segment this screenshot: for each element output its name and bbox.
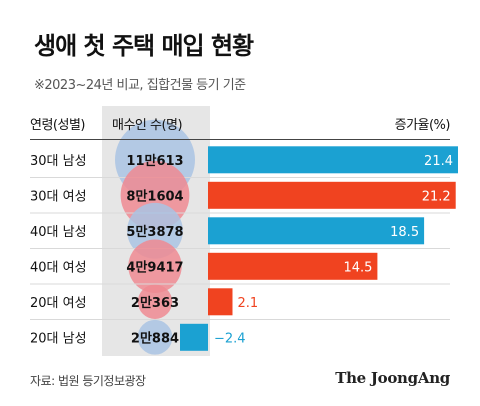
category-label: 30대 남성 bbox=[30, 154, 87, 169]
rate-bar bbox=[208, 146, 458, 174]
chart-title: 생애 첫 주택 매입 현황 bbox=[34, 32, 254, 60]
rate-value-label: 14.5 bbox=[343, 260, 372, 275]
buyers-value-label: 4만9417 bbox=[126, 259, 183, 275]
header-buyers: 매수인 수(명) bbox=[112, 118, 183, 133]
header-divider bbox=[30, 139, 450, 140]
chart-subtitle: ※2023~24년 비교, 집합건물 등기 기준 bbox=[34, 78, 246, 93]
category-label: 40대 여성 bbox=[30, 260, 87, 275]
category-label: 30대 여성 bbox=[30, 189, 87, 204]
rate-bar bbox=[208, 288, 233, 316]
rate-bar bbox=[208, 217, 425, 245]
source-note: 자료: 법원 등기정보광장 bbox=[30, 374, 146, 388]
rate-bar bbox=[180, 323, 208, 351]
rate-value-label: 21.2 bbox=[422, 189, 451, 204]
buyers-value-label: 8만1604 bbox=[126, 188, 183, 204]
buyer-bubble bbox=[128, 239, 182, 293]
rate-value-label: −2.4 bbox=[214, 331, 246, 346]
buyers-value-label: 2만363 bbox=[131, 295, 179, 311]
buyer-bubble bbox=[137, 319, 173, 355]
rate-bar bbox=[208, 252, 378, 280]
rate-value-label: 2.1 bbox=[238, 296, 259, 311]
category-label: 20대 남성 bbox=[30, 331, 87, 346]
publisher-logo: The JoongAng bbox=[335, 369, 450, 387]
header-rate: 증가율(%) bbox=[394, 118, 451, 133]
buyer-bubble bbox=[137, 284, 173, 319]
buyers-value-label: 5만3878 bbox=[126, 224, 183, 240]
header-group: 연령(성별) bbox=[30, 118, 85, 133]
category-label: 20대 여성 bbox=[30, 296, 87, 311]
category-label: 40대 남성 bbox=[30, 225, 87, 240]
buyers-value-label: 11만613 bbox=[126, 153, 183, 169]
rate-bar bbox=[208, 181, 456, 209]
rate-value-label: 18.5 bbox=[390, 225, 419, 240]
rate-value-label: 21.4 bbox=[424, 154, 453, 169]
buyers-value-label: 2만884 bbox=[131, 330, 179, 346]
